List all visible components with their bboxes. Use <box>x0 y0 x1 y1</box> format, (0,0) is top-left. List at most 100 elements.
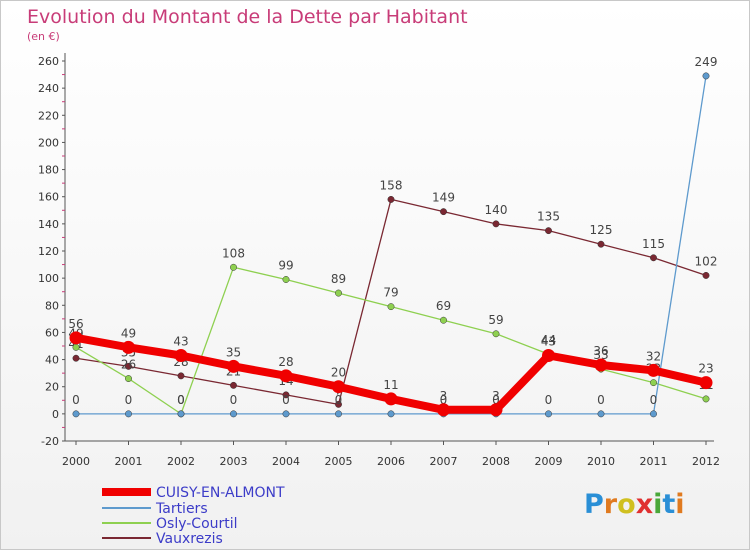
y-tick-label: 260 <box>38 55 59 68</box>
y-tick-label: 100 <box>38 272 59 285</box>
data-point <box>387 303 395 311</box>
data-label: 69 <box>436 299 451 313</box>
data-point <box>545 410 552 418</box>
data-label: 99 <box>278 259 293 273</box>
data-point <box>650 379 657 387</box>
data-point <box>125 375 132 383</box>
data-label: 0 <box>125 393 133 407</box>
data-point <box>282 276 290 283</box>
data-point <box>122 340 135 354</box>
data-point <box>647 363 660 377</box>
data-point <box>230 263 237 271</box>
chart-title: Evolution du Montant de la Dette par Hab… <box>27 6 468 28</box>
data-point <box>594 358 608 372</box>
data-label: 79 <box>383 286 398 300</box>
data-point <box>72 410 80 418</box>
y-tick-label: 0 <box>52 408 59 421</box>
data-label: 23 <box>698 362 713 376</box>
data-label: 59 <box>488 313 503 327</box>
x-tick-label: 2003 <box>220 455 248 468</box>
data-label: 125 <box>590 223 613 237</box>
data-point <box>437 403 450 417</box>
y-tick-label: 180 <box>38 164 59 177</box>
logo-letter: i <box>675 489 685 520</box>
data-label: 28 <box>278 355 293 369</box>
data-point <box>335 289 342 297</box>
data-label: 249 <box>695 55 718 69</box>
y-tick-label: 200 <box>38 136 59 149</box>
data-label: 56 <box>68 317 83 331</box>
logo-letter: P <box>584 489 604 520</box>
logo-letter: i <box>653 489 663 520</box>
y-tick-label: 80 <box>45 299 59 312</box>
data-point <box>125 410 132 418</box>
data-point <box>650 410 657 418</box>
data-label: 43 <box>541 335 556 349</box>
data-point <box>332 380 345 394</box>
y-tick-label: 60 <box>45 326 59 339</box>
legend-label: Vauxrezis <box>156 531 223 547</box>
data-label: 43 <box>173 335 188 349</box>
data-label: 49 <box>121 326 136 340</box>
logo-letter: x <box>635 489 654 520</box>
data-point <box>227 359 240 373</box>
data-label: 0 <box>177 393 185 407</box>
data-point <box>125 362 132 370</box>
data-point <box>650 254 657 262</box>
proxiti-logo: Proxiti <box>584 489 685 520</box>
data-point <box>282 391 290 399</box>
data-point <box>335 400 342 408</box>
y-tick-label: -20 <box>41 435 59 448</box>
y-tick-label: 240 <box>38 82 59 95</box>
x-tick-label: 2008 <box>482 455 510 468</box>
data-point <box>335 410 342 418</box>
data-label: 0 <box>282 393 290 407</box>
data-point <box>384 392 398 406</box>
data-label: 3 <box>440 389 448 403</box>
data-point <box>440 208 447 216</box>
data-point <box>282 410 290 418</box>
data-point <box>230 381 237 389</box>
y-tick-label: 20 <box>45 381 59 394</box>
data-label: 0 <box>545 393 553 407</box>
data-label: 108 <box>222 246 245 260</box>
x-tick-label: 2005 <box>325 455 353 468</box>
data-label: 0 <box>177 393 185 407</box>
legend-label: Osly-Courtil <box>156 516 238 532</box>
data-label: 0 <box>72 393 80 407</box>
data-label: 0 <box>335 393 343 407</box>
data-point <box>542 349 555 362</box>
x-tick-label: 2001 <box>115 455 143 468</box>
x-tick-label: 2010 <box>587 455 615 468</box>
data-point <box>702 395 710 403</box>
data-label: 89 <box>331 272 346 286</box>
logo-letter: r <box>603 489 618 520</box>
data-point <box>699 376 713 390</box>
data-label: 102 <box>695 254 718 268</box>
data-point <box>492 330 500 338</box>
y-tick-label: 140 <box>38 218 59 231</box>
y-tick-label: 220 <box>38 109 59 122</box>
data-label: 0 <box>650 393 658 407</box>
legend-label: Tartiers <box>155 501 208 517</box>
x-tick-label: 2012 <box>692 455 720 468</box>
data-point <box>702 72 710 80</box>
y-tick-label: 120 <box>38 245 59 258</box>
x-tick-label: 2007 <box>430 455 458 468</box>
data-point <box>387 410 395 418</box>
data-label: 135 <box>537 210 560 224</box>
data-point <box>279 369 293 383</box>
logo-letter: t <box>662 489 676 520</box>
data-label: 36 <box>593 344 608 358</box>
data-point <box>545 227 552 235</box>
x-tick-label: 2000 <box>62 455 90 468</box>
data-point <box>177 372 185 380</box>
x-tick-label: 2006 <box>377 455 405 468</box>
data-point <box>230 410 237 418</box>
x-tick-label: 2002 <box>167 455 195 468</box>
data-label: 0 <box>440 393 448 407</box>
data-point <box>69 331 83 345</box>
data-label: 44 <box>541 333 556 347</box>
